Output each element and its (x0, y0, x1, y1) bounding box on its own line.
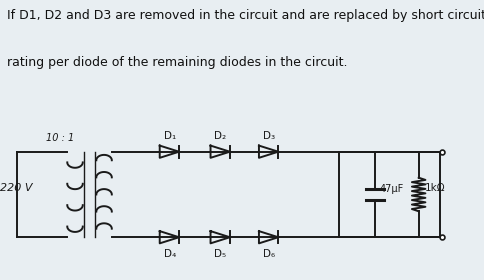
Text: 47μF: 47μF (380, 184, 404, 194)
Text: D₃: D₃ (263, 132, 275, 141)
Text: D₁: D₁ (164, 132, 176, 141)
Text: 1kΩ: 1kΩ (424, 183, 445, 193)
Text: D₅: D₅ (214, 249, 227, 259)
Text: If D1, D2 and D3 are removed in the circuit and are replaced by short circuit, d: If D1, D2 and D3 are removed in the circ… (7, 10, 484, 22)
Text: D₄: D₄ (164, 249, 176, 259)
Text: D₂: D₂ (214, 132, 227, 141)
Text: D₆: D₆ (263, 249, 275, 259)
Text: 220 V: 220 V (0, 183, 32, 193)
Text: rating per diode of the remaining diodes in the circuit.: rating per diode of the remaining diodes… (7, 57, 348, 69)
Text: 10 : 1: 10 : 1 (46, 133, 74, 143)
